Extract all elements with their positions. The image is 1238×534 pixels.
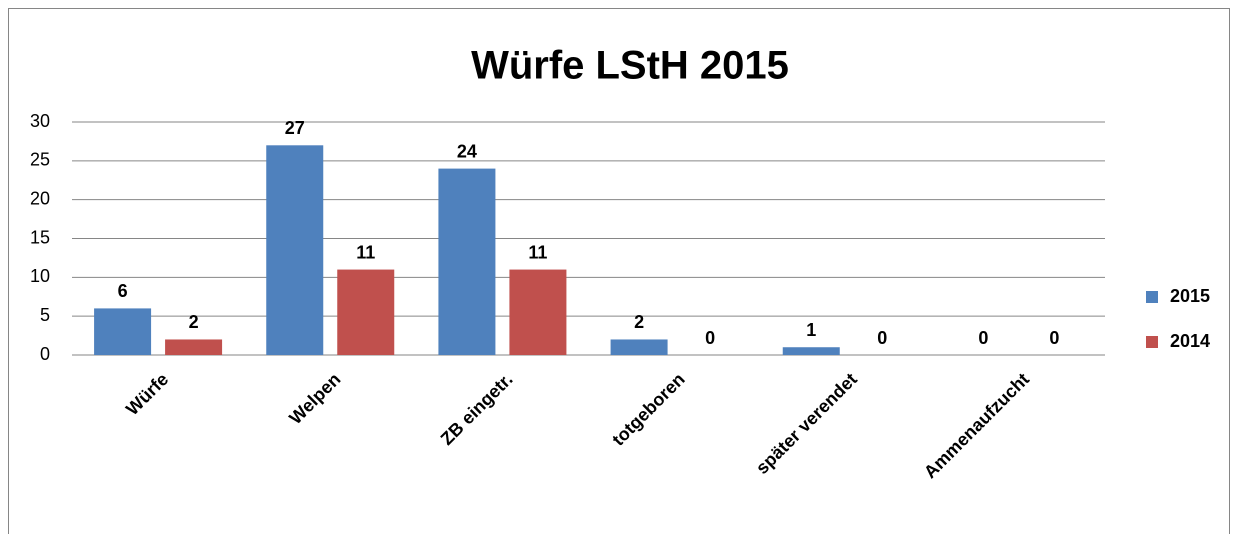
data-label: 0 [978,328,988,348]
bar [610,339,668,355]
bar [782,347,840,355]
bar [509,269,567,355]
y-tick-label: 10 [30,266,50,286]
y-tick-label: 15 [30,227,50,247]
bar [438,168,496,355]
legend-label: 2015 [1170,286,1210,306]
data-label: 2 [634,312,644,332]
bar [94,308,152,355]
y-tick-label: 20 [30,188,50,208]
data-label: 0 [1049,328,1059,348]
data-label: 27 [285,118,305,138]
data-label: 0 [877,328,887,348]
data-label: 2 [189,312,199,332]
legend-swatch [1146,336,1158,348]
y-tick-label: 25 [30,150,50,170]
chart-frame [8,8,1230,534]
legend-label: 2014 [1170,331,1210,351]
y-tick-label: 0 [40,344,50,364]
data-label: 11 [528,242,547,262]
y-tick-label: 5 [40,305,50,325]
data-label: 1 [806,320,816,340]
legend-swatch [1146,291,1158,303]
bar [266,145,324,355]
bar [165,339,223,355]
chart-title: Würfe LStH 2015 [471,44,789,88]
data-label: 24 [457,141,477,161]
y-tick-label: 30 [30,111,50,131]
data-label: 6 [118,281,128,301]
data-label: 0 [705,328,715,348]
data-label: 11 [356,242,375,262]
bar [337,269,395,355]
